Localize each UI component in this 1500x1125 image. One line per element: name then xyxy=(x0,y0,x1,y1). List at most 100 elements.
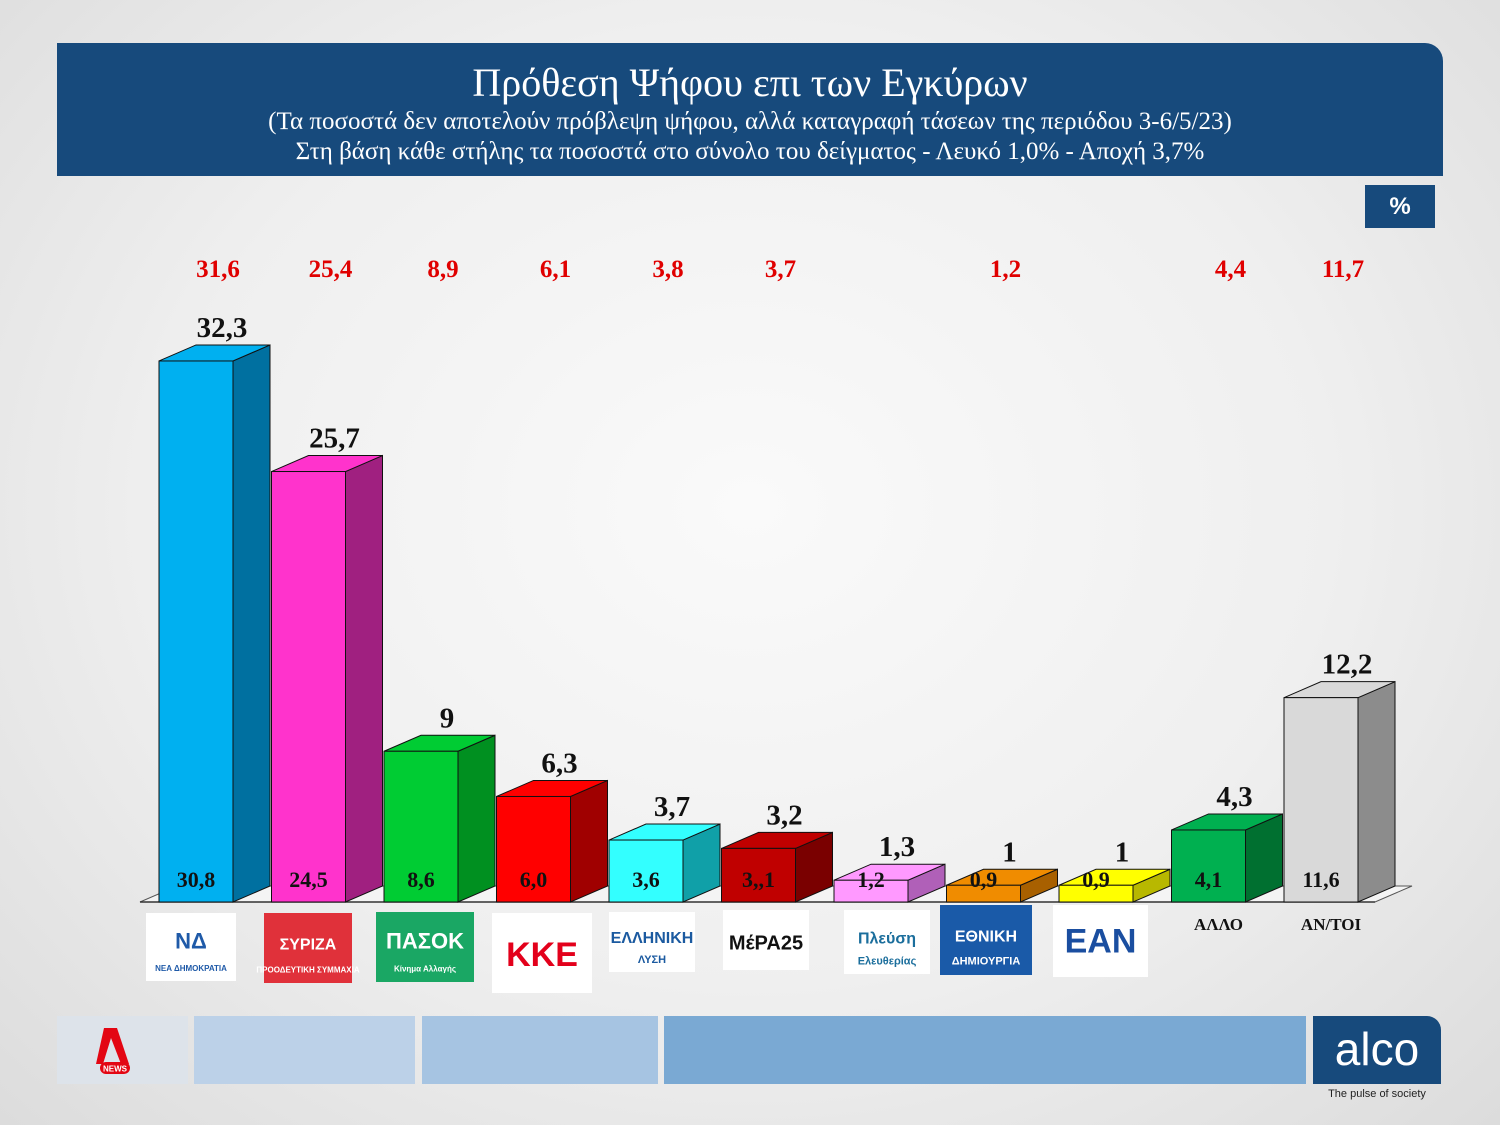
alpha-news-logo-box: NEWS xyxy=(57,1016,188,1084)
logo-text-secondary: ΝΕΑ ΔΗΜΟΚΡΑΤΙΑ xyxy=(155,964,227,973)
bar-side xyxy=(1357,680,1396,903)
bar xyxy=(496,795,571,903)
footer-stripe-2 xyxy=(422,1016,658,1084)
logo-text-primary: ΣΥΡΙΖΑ xyxy=(280,936,337,953)
bar xyxy=(1283,697,1359,903)
bar-value-label: 12,2 xyxy=(1322,649,1373,681)
bar-inner-label: 3,6 xyxy=(632,867,660,892)
previous-value-label: 31,6 xyxy=(196,256,240,283)
bar-inner-label: 11,6 xyxy=(1302,867,1339,892)
previous-value-label: 1,2 xyxy=(990,256,1021,283)
bar xyxy=(608,839,684,903)
logo-text-primary: ΕΘΝΙΚΗ xyxy=(955,928,1017,945)
bar-side xyxy=(232,344,271,903)
logo-background xyxy=(376,912,474,982)
previous-value-label: 3,7 xyxy=(765,256,796,283)
logo-background xyxy=(264,913,352,983)
bar-inner-label: 0,9 xyxy=(970,867,998,892)
alpha-news-icon: NEWS xyxy=(96,1028,130,1074)
bar-inner-label: 24,5 xyxy=(289,867,328,892)
bar-value-label: 6,3 xyxy=(541,747,577,779)
alco-logo: alco xyxy=(1313,1016,1441,1084)
bar-group: 10,9 xyxy=(1058,836,1171,903)
logo-text-primary: ΕΑΝ xyxy=(1065,923,1137,961)
ean-logo: ΕΑΝ xyxy=(1053,905,1148,977)
bar-value-label: 1 xyxy=(1115,836,1130,868)
bar-chart: 32,3 30,8 31,6 25,7 24,5 25,4 9 8,6 8,9 6,3 6,0 6,1… xyxy=(139,256,1413,993)
bar-inner-label: 3,,1 xyxy=(742,867,775,892)
bar-value-label: 3,2 xyxy=(766,799,802,831)
bar-value-label: 3,7 xyxy=(654,791,690,823)
bar-group: 3,7 3,6 3,8 xyxy=(608,256,721,903)
bar-value-label: 32,3 xyxy=(197,312,248,344)
chart-header: Πρόθεση Ψήφου επι των Εγκύρων (Τα ποσοστ… xyxy=(57,43,1443,176)
previous-value-label: 8,9 xyxy=(427,256,458,283)
pasok-logo: ΠΑΣΟΚ Κίνημα Αλλαγής xyxy=(376,912,474,982)
bar-value-label: 1 xyxy=(1002,836,1017,868)
logo-text-secondary: ΛΥΣΗ xyxy=(638,954,666,966)
bar-inner-label: 1,2 xyxy=(857,867,885,892)
logo-background xyxy=(1053,905,1148,977)
bar-inner-label: 4,1 xyxy=(1195,867,1223,892)
previous-value-label: 4,4 xyxy=(1215,256,1247,283)
bar-side xyxy=(457,734,496,903)
bar-group: 9 8,6 8,9 xyxy=(383,256,496,903)
bar-group: 1,31,2 xyxy=(833,831,946,903)
logo-text-primary: Πλεύση xyxy=(858,930,916,947)
bar-side xyxy=(345,454,383,903)
previous-value-label: 3,8 xyxy=(652,256,683,283)
bar-side xyxy=(570,779,608,903)
kke-logo: ΚΚΕ xyxy=(492,913,592,993)
bar-group: 6,3 6,0 6,1 xyxy=(496,256,608,903)
bar-group: 4,3 4,1 4,4 ΑΛΛΟ xyxy=(1171,256,1283,934)
logo-text-primary: ΚΚΕ xyxy=(506,936,578,974)
logo-background xyxy=(844,910,930,974)
previous-value-label: 11,7 xyxy=(1322,256,1364,283)
nd-logo: ΝΔ ΝΕΑ ΔΗΜΟΚΡΑΤΙΑ xyxy=(146,913,236,981)
logo-text-secondary: ΔΗΜΙΟΥΡΓΙΑ xyxy=(952,956,1021,968)
chart-subtitle-2: Στη βάση κάθε στήλης τα ποσοστά στο σύνο… xyxy=(295,138,1205,165)
plefsi-logo: Πλεύση Ελευθερίας xyxy=(844,910,930,974)
logo-text-secondary: Κίνημα Αλλαγής xyxy=(394,965,456,974)
logo-background xyxy=(723,910,809,970)
bar xyxy=(158,360,234,903)
bar xyxy=(271,471,346,903)
bar xyxy=(946,884,1021,903)
logo-background xyxy=(940,905,1032,975)
logo-text-primary: ΝΔ xyxy=(175,928,207,953)
alco-tagline: The pulse of society xyxy=(1328,1088,1426,1100)
bar-inner-label: 0,9 xyxy=(1082,867,1110,892)
syriza-logo: ΣΥΡΙΖΑ ΠΡΟΟΔΕΥΤΙΚΗ ΣΥΜΜΑΧΙΑ xyxy=(256,913,360,983)
bar-value-label: 25,7 xyxy=(309,423,360,455)
mera25-logo: ΜέΡΑ25 xyxy=(723,910,809,970)
bar-value-label: 4,3 xyxy=(1216,781,1252,813)
ethniki-dimiourgia-logo: ΕΘΝΙΚΗ ΔΗΜΙΟΥΡΓΙΑ xyxy=(940,905,1032,975)
logo-text-primary: ΠΑΣΟΚ xyxy=(386,928,464,953)
bar-group: 12,2 11,6 11,7 ΑΝ/ΤΟΙ xyxy=(1283,256,1396,934)
logo-background xyxy=(609,912,695,972)
footer-stripe-1 xyxy=(194,1016,415,1084)
category-label: ΑΛΛΟ xyxy=(1194,915,1243,934)
logo-text-secondary: ΠΡΟΟΔΕΥΤΙΚΗ ΣΥΜΜΑΧΙΑ xyxy=(256,966,359,975)
bar xyxy=(383,750,459,903)
previous-value-label: 6,1 xyxy=(540,256,571,283)
bar-group: 25,7 24,5 25,4 xyxy=(271,256,383,903)
bar-group: 32,3 30,8 31,6 xyxy=(158,256,271,903)
chart-title: Πρόθεση Ψήφου επι των Εγκύρων xyxy=(472,60,1028,105)
percent-badge: % xyxy=(1365,185,1435,228)
bar-inner-label: 6,0 xyxy=(520,867,548,892)
bar-group: 10,9 1,2 xyxy=(946,256,1058,903)
previous-value-label: 25,4 xyxy=(309,256,353,283)
logo-text-primary: ΜέΡΑ25 xyxy=(729,933,803,955)
bar-value-label: 1,3 xyxy=(879,831,915,863)
logo-background xyxy=(492,913,592,993)
bar xyxy=(833,879,909,903)
category-label: ΑΝ/ΤΟΙ xyxy=(1301,915,1362,934)
bar xyxy=(721,847,796,903)
bar-group: 3,2 3,,1 3,7 xyxy=(721,256,833,903)
bar-inner-label: 8,6 xyxy=(407,867,435,892)
logo-text-secondary: Ελευθερίας xyxy=(858,955,917,967)
bar xyxy=(1058,884,1134,903)
chart-subtitle-1: (Τα ποσοστά δεν αποτελούν πρόβλεψη ψήφου… xyxy=(268,108,1232,135)
alpha-news-label: NEWS xyxy=(103,1065,128,1074)
